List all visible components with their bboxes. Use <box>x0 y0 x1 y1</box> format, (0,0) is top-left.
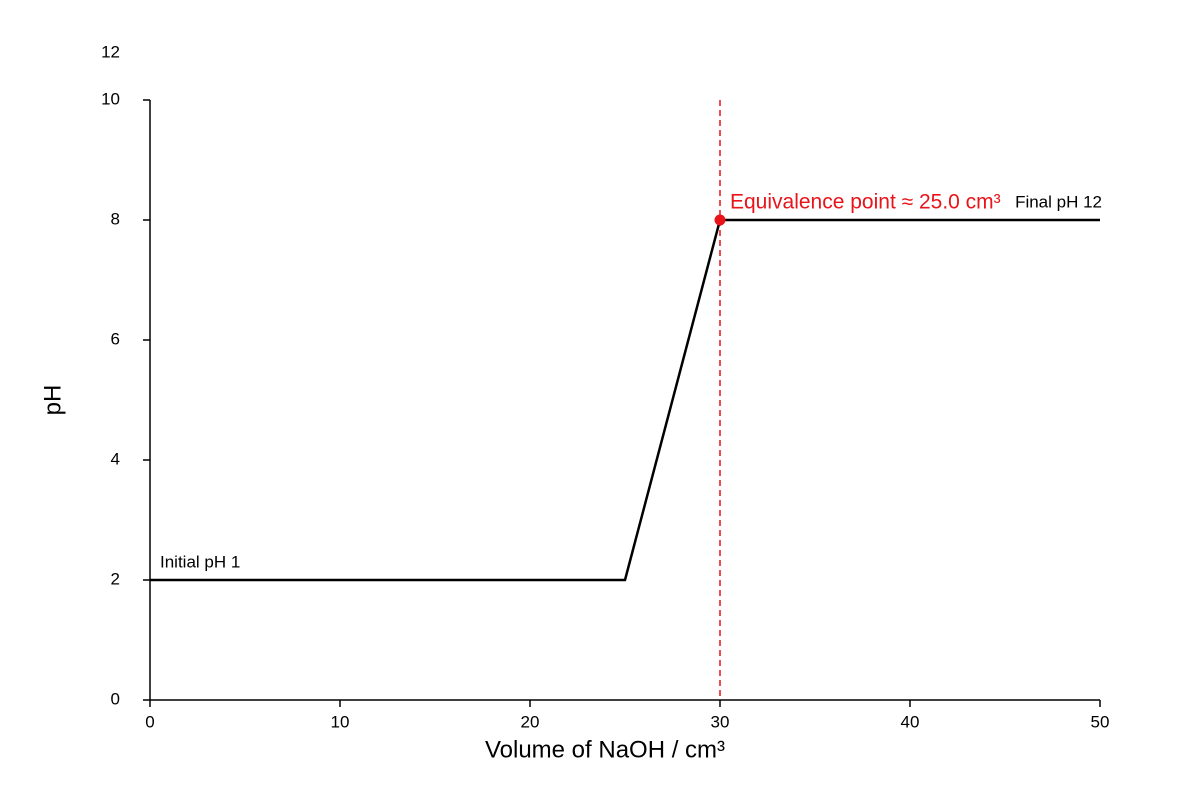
y-extra-label: 12 <box>101 42 120 61</box>
y-tick-label: 2 <box>111 569 120 588</box>
x-axis-label: Volume of NaOH / cm³ <box>485 736 725 763</box>
x-tick-label: 40 <box>901 712 920 731</box>
x-tick-label: 20 <box>521 712 540 731</box>
y-tick-label: 4 <box>111 449 120 468</box>
x-tick-label: 0 <box>145 712 154 731</box>
y-tick-label: 0 <box>111 689 120 708</box>
annotation: Final pH 12 <box>1015 192 1102 211</box>
x-tick-label: 50 <box>1091 712 1110 731</box>
x-tick-label: 10 <box>331 712 350 731</box>
annotation: Initial pH 1 <box>160 552 240 571</box>
x-tick-label: 30 <box>711 712 730 731</box>
y-tick-label: 8 <box>111 209 120 228</box>
data-line <box>150 218 1100 582</box>
equivalence-label: Equivalence point ≈ 25.0 cm³ <box>730 191 1001 214</box>
equivalence-point <box>714 214 726 226</box>
y-axis-label: pH <box>39 385 66 416</box>
y-tick-label: 10 <box>101 89 120 108</box>
y-tick-label: 6 <box>111 329 120 348</box>
